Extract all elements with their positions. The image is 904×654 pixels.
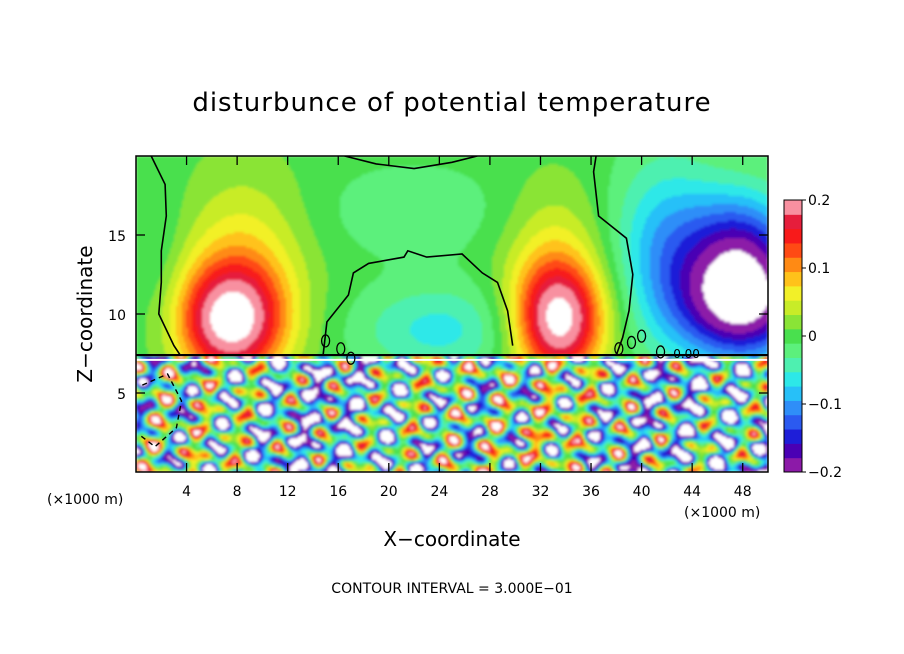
x-tick-label: 48 — [734, 484, 752, 500]
colorbar-swatch — [784, 214, 802, 230]
x-axis: 4 8 12 16 20 24 28 32 36 40 44 48 — [182, 156, 752, 500]
colorbar-swatch — [784, 242, 802, 258]
colorbar-swatch — [784, 300, 802, 316]
contour-lines: 0.00 — [136, 156, 768, 448]
y-tick-label: 5 — [117, 387, 126, 403]
contour-label: 0.00 — [673, 347, 700, 361]
colorbar-swatch — [784, 357, 802, 373]
contour-loop — [346, 351, 356, 365]
contour-loop — [336, 342, 346, 356]
contour-interval-note: CONTOUR INTERVAL = 3.000E−01 — [331, 581, 572, 597]
x-tick-label: 20 — [380, 484, 398, 500]
chart-title: disturbunce of potential temperature — [192, 88, 711, 118]
colorbar-swatch — [784, 371, 802, 387]
colorbar: 0.2 0.1 0 −0.1 −0.2 — [783, 193, 842, 481]
x-tick-label: 16 — [329, 484, 347, 500]
colorbar-swatch — [784, 314, 802, 330]
contour-loop — [636, 329, 647, 343]
contour-line — [322, 249, 514, 356]
x-tick-label: 36 — [582, 484, 600, 500]
y-tick-label: 15 — [108, 229, 126, 245]
x-tick-label: 44 — [683, 484, 701, 500]
x-tick-label: 40 — [633, 484, 651, 500]
x-tick-label: 8 — [233, 484, 242, 500]
colorbar-swatch — [784, 328, 802, 344]
contour-line — [592, 156, 634, 356]
colorbar-swatch — [784, 443, 802, 459]
colorbar-tick-label: 0.1 — [808, 261, 830, 277]
colorbar-swatch — [784, 386, 802, 401]
x-tick-label: 24 — [430, 484, 448, 500]
x-axis-label: X−coordinate — [383, 527, 520, 551]
contour-line — [344, 156, 478, 170]
contour-line — [150, 156, 181, 356]
x-tick-label: 12 — [279, 484, 297, 500]
x-tick-label: 28 — [481, 484, 499, 500]
colorbar-swatch — [784, 457, 802, 473]
contour-loop — [626, 335, 637, 350]
colorbar-swatch — [784, 400, 802, 416]
colorbar-swatch — [784, 343, 802, 358]
y-axis: 5 10 15 — [108, 229, 768, 403]
colorbar-swatch — [784, 429, 802, 444]
x-unit-right: (×1000 m) — [684, 505, 760, 521]
y-axis-label: Z−coordinate — [73, 245, 97, 382]
contour-loop — [655, 345, 666, 359]
heatmap-field — [136, 156, 768, 472]
colorbar-swatch — [784, 285, 802, 301]
colorbar-swatch — [784, 271, 802, 287]
contour-loop — [320, 334, 331, 348]
x-unit-left: (×1000 m) — [47, 492, 123, 508]
colorbar-swatch — [784, 414, 802, 430]
colorbar-tick-label: 0 — [808, 329, 817, 345]
colorbar-swatch — [784, 200, 802, 215]
x-tick-label: 32 — [532, 484, 550, 500]
colorbar-swatch — [784, 228, 802, 244]
colorbar-tick-label: 0.2 — [808, 193, 830, 209]
plot-area: 0.00 — [136, 156, 768, 472]
colorbar-tick-label: −0.2 — [808, 465, 842, 481]
contour-line-dashed — [138, 373, 183, 448]
y-tick-label: 10 — [108, 308, 126, 324]
contour-loop — [614, 342, 624, 356]
colorbar-tick-label: −0.1 — [808, 397, 842, 413]
colorbar-swatch — [784, 257, 802, 273]
x-tick-label: 4 — [182, 484, 191, 500]
